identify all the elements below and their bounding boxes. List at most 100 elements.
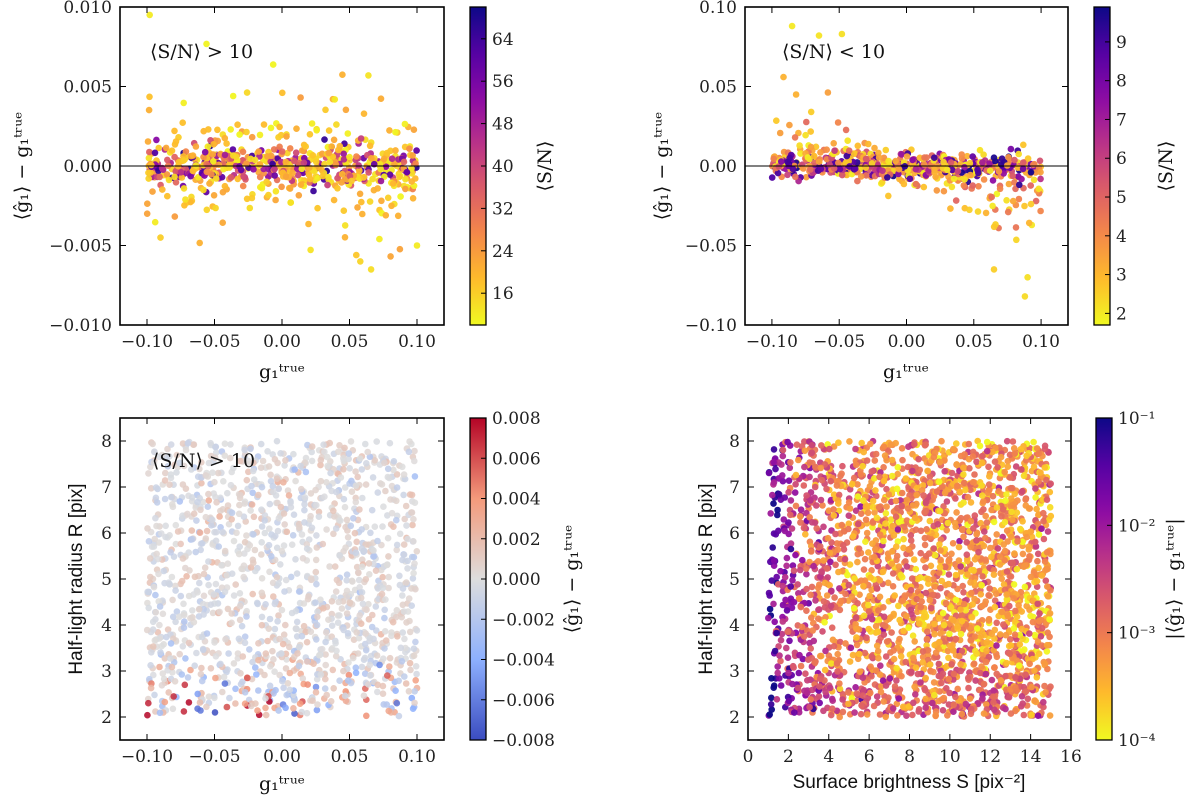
data-point [819, 502, 826, 509]
data-point [186, 567, 193, 574]
colorbar-tick-label: 40 [492, 157, 514, 177]
data-point [774, 669, 781, 677]
data-point [156, 663, 163, 671]
data-point [333, 576, 341, 584]
data-point [791, 134, 799, 141]
data-point [320, 441, 327, 449]
data-point [1011, 490, 1018, 498]
data-point [317, 671, 325, 678]
data-point [376, 661, 383, 669]
data-point [378, 197, 385, 205]
data-point [803, 118, 810, 126]
data-point [203, 206, 211, 214]
data-point [241, 633, 249, 640]
data-point [258, 621, 266, 629]
y-tick-label: −0.10 [685, 316, 737, 336]
data-point [184, 674, 192, 681]
data-point [956, 537, 963, 545]
data-point [399, 601, 407, 609]
data-point [356, 190, 364, 198]
data-point [282, 173, 290, 180]
data-point [1002, 705, 1009, 713]
data-point [324, 181, 331, 189]
data-point [333, 121, 340, 128]
data-point [409, 575, 417, 582]
data-point [973, 458, 980, 466]
data-point [185, 592, 193, 600]
data-point [935, 638, 943, 646]
data-point [254, 687, 262, 694]
data-point [823, 565, 831, 572]
data-point [825, 652, 833, 659]
data-point [793, 441, 801, 449]
data-point [358, 198, 365, 206]
data-point [213, 499, 220, 506]
data-point [258, 613, 266, 621]
data-point [196, 239, 203, 247]
data-point [332, 652, 340, 660]
data-point [179, 643, 187, 650]
data-point [390, 523, 397, 530]
data-point [1005, 694, 1013, 701]
data-point [367, 266, 375, 273]
data-point [262, 601, 269, 608]
data-point [205, 459, 213, 467]
data-point [399, 629, 407, 636]
data-point [193, 649, 200, 657]
data-point [221, 440, 229, 448]
data-point [395, 677, 403, 685]
data-point [228, 610, 235, 617]
data-point [412, 638, 419, 646]
data-point [287, 199, 295, 206]
data-point [998, 155, 1006, 162]
data-point [232, 685, 239, 693]
data-point [976, 146, 984, 154]
data-point [369, 175, 376, 183]
data-point [1018, 625, 1026, 633]
data-point [369, 474, 377, 481]
data-point [802, 565, 810, 572]
data-point [872, 667, 880, 674]
data-point [338, 170, 346, 178]
data-point [1033, 674, 1041, 681]
data-point [294, 650, 301, 657]
data-point [304, 681, 312, 688]
data-point [381, 614, 388, 622]
data-point [382, 637, 390, 644]
data-point [947, 604, 955, 611]
data-point [785, 519, 792, 526]
data-point [297, 94, 304, 101]
data-point [357, 594, 365, 602]
data-point [915, 708, 922, 715]
data-point [258, 506, 265, 513]
data-point [938, 696, 946, 703]
data-point [397, 193, 404, 200]
data-point [828, 624, 836, 631]
data-point [871, 144, 878, 152]
data-point [340, 150, 348, 158]
data-point [291, 157, 298, 165]
data-point [373, 438, 381, 445]
data-point [227, 174, 235, 181]
data-point [402, 175, 409, 183]
data-point [835, 500, 842, 507]
data-point [313, 127, 321, 134]
y-tick-label: 0.10 [699, 0, 737, 18]
data-point [1043, 648, 1051, 655]
data-point [302, 143, 310, 150]
data-point [921, 154, 928, 161]
data-point [148, 161, 155, 169]
data-point [325, 149, 333, 157]
data-point [857, 503, 864, 510]
data-point [834, 668, 841, 675]
data-point [298, 165, 306, 173]
data-point [184, 510, 191, 518]
data-point [803, 173, 810, 181]
data-point [791, 489, 799, 496]
data-point [821, 619, 828, 626]
data-point [287, 499, 294, 507]
data-point [323, 479, 330, 486]
data-point [263, 178, 270, 186]
data-point [313, 675, 321, 683]
data-point [328, 143, 336, 150]
